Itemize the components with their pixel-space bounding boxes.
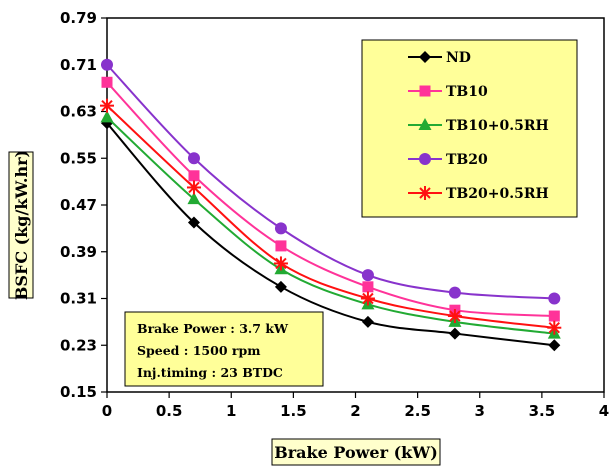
data-point-tb10 [188, 170, 200, 182]
legend-marker-tb10 [419, 85, 431, 97]
legend-label-tb10-0-5rh: TB10+0.5RH [446, 118, 549, 134]
y-tick-label: 0.71 [60, 56, 97, 74]
x-tick-label: 2 [350, 402, 360, 420]
data-point-tb20-0-5rh [100, 98, 114, 113]
data-point-tb20 [448, 286, 461, 299]
data-point-tb20-0-5rh [186, 180, 201, 195]
y-tick-label: 0.15 [60, 383, 97, 401]
y-tick-label: 0.23 [60, 336, 97, 354]
data-point-tb20 [361, 269, 374, 282]
y-axis-title: BSFC (kg/kW.hr) [12, 150, 31, 300]
data-point-tb20 [101, 58, 113, 71]
legend-marker-tb20 [419, 153, 431, 165]
series-group [100, 58, 562, 352]
x-tick-label: 3 [475, 402, 485, 420]
legend-label-tb10: TB10 [446, 84, 488, 100]
data-point-tb10 [548, 310, 560, 322]
data-point-tb20-0-5rh [273, 256, 288, 271]
series-line-nd [106, 122, 555, 347]
y-tick-label: 0.55 [60, 149, 97, 167]
data-point-tb20 [187, 152, 200, 165]
data-point-nd [448, 327, 461, 340]
legend-label-nd: ND [446, 50, 471, 66]
data-point-tb20-0-5rh [360, 291, 375, 306]
data-point-tb20 [274, 222, 287, 235]
y-tick-label: 0.31 [60, 290, 97, 308]
x-axis-title: Brake Power (kW) [274, 443, 438, 462]
legend-label-tb20: TB20 [446, 152, 488, 168]
x-tick-label: 2.5 [404, 402, 431, 420]
x-tick-label: 4 [599, 402, 609, 420]
data-point-nd [548, 339, 561, 352]
legend-marker-tb10-0-5rh [418, 118, 432, 130]
conditions-box [124, 311, 324, 387]
data-point-tb20-0-5rh [547, 320, 562, 335]
data-point-nd [274, 280, 287, 293]
legend-items: ND TB10 TB10+0.5RH TB20 TB20+0.5RH [408, 50, 549, 202]
y-tick-label: 0.79 [60, 9, 97, 27]
legend-marker-nd [419, 51, 431, 63]
annotation-inj-timing: Inj.timing : 23 BTDC [137, 365, 283, 380]
annotation-brake-power: Brake Power : 3.7 kW [137, 321, 289, 336]
x-tick-label: 3.5 [529, 402, 556, 420]
series-line-tb20-0-5rh [106, 104, 555, 329]
y-axis-ticks: 0.15 0.23 0.31 0.39 0.47 0.55 0.63 0.71 0.79 [60, 9, 107, 401]
series-line-tb10-0-5rh [106, 116, 555, 335]
y-axis-title-box [8, 151, 34, 299]
x-tick-label: 0 [102, 402, 112, 420]
x-axis-title-box [271, 438, 441, 466]
x-tick-label: 1.5 [280, 402, 307, 420]
data-point-nd [361, 315, 374, 328]
y-tick-label: 0.39 [60, 243, 97, 261]
data-point-tb10 [362, 281, 374, 293]
y-tick-label: 0.47 [60, 196, 97, 214]
legend-marker-tb20-0-5rh [418, 186, 432, 200]
data-point-tb10-0-5rh [187, 192, 201, 205]
x-tick-label: 0.5 [156, 402, 183, 420]
legend [361, 39, 578, 218]
x-tick-label: 1 [226, 402, 236, 420]
data-point-tb20-0-5rh [447, 309, 462, 324]
data-point-tb10 [275, 240, 287, 252]
annotation-speed: Speed : 1500 rpm [137, 343, 260, 358]
data-point-tb10-0-5rh [100, 110, 114, 123]
data-point-nd [187, 216, 200, 229]
y-tick-label: 0.63 [60, 103, 97, 121]
data-point-tb20 [548, 292, 561, 305]
data-point-tb10 [101, 76, 113, 88]
legend-label-tb20-0-5rh: TB20+0.5RH [446, 186, 549, 202]
x-axis-ticks: 0 0.5 1 1.5 2 2.5 3 3.5 4 [102, 392, 609, 420]
